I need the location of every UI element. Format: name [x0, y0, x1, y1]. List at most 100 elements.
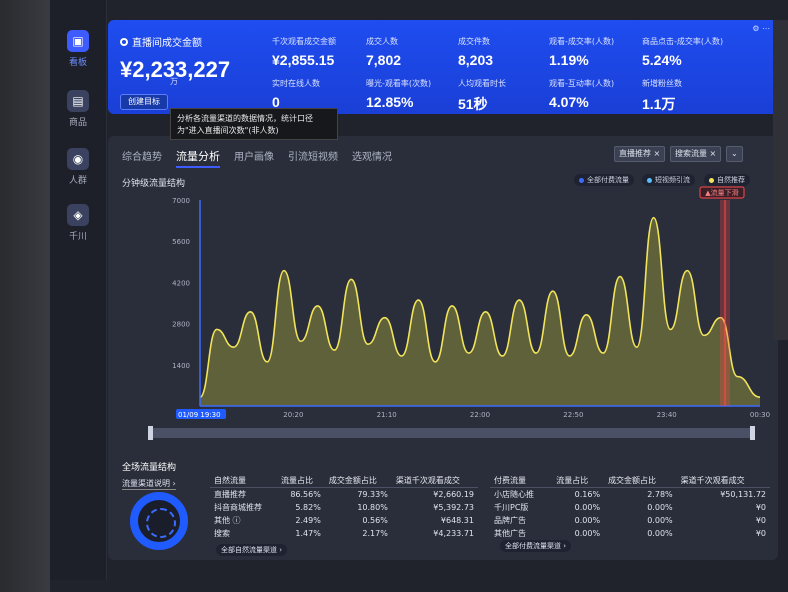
cell: ¥50,131.72: [720, 490, 766, 499]
range-slider-track[interactable]: [150, 428, 754, 438]
cell-channel: 品牌广告: [494, 516, 526, 525]
table-row[interactable]: 其他 ⓘ 2.49% 0.56% ¥648.31: [210, 514, 478, 527]
table-row[interactable]: 品牌广告 0.00% 0.00% ¥0: [490, 514, 770, 527]
main-metric-value: ¥2,233,227: [120, 57, 231, 82]
table-header: 流量占比: [552, 474, 605, 488]
metric-items: 成交件数 8,203: [458, 36, 493, 68]
product-icon: ▤: [67, 90, 89, 112]
metric-value: 12.85%: [366, 94, 414, 110]
legend-label: 全部付费流量: [587, 176, 629, 184]
tooltip: 分析各流量渠道的数据情况，统计口径为"进入直播间次数"(非人数): [170, 108, 338, 140]
y-tick-label: 2800: [172, 321, 190, 329]
metric-interact: 观看-互动率(人数) 4.07%: [549, 78, 614, 110]
all-paid-channels-button[interactable]: 全部付费流量渠道 ›: [500, 540, 572, 552]
table-header: 成交金额占比: [324, 474, 392, 488]
metric-online: 实时在线人数 0: [272, 78, 320, 110]
tab-user-profile[interactable]: 用户画像: [234, 152, 274, 163]
tab-overall-trend[interactable]: 综合趋势: [122, 152, 162, 163]
panel-settings-icons[interactable]: ⚙ ⋯: [752, 24, 770, 33]
filter-dropdown-chevron-icon[interactable]: ⌄: [726, 146, 743, 162]
cell: 79.33%: [357, 490, 388, 499]
metric-label: 实时在线人数: [272, 79, 320, 88]
series-area-fill: [200, 217, 760, 406]
series-line: [199, 216, 761, 398]
flow-channel-link[interactable]: 流量渠道说明 ›: [122, 479, 176, 490]
cell: 0.00%: [574, 529, 601, 538]
legend-item-video[interactable]: 短视频引流: [642, 174, 695, 186]
summary-panel: 直播间成交金额 ¥2,233,227 万 创建目标 千次观看成交金额 ¥2,855…: [108, 20, 778, 114]
sidebar-item-dashboard[interactable]: ▣ 看板: [58, 30, 98, 68]
cell-channel: 其他广告: [494, 529, 526, 538]
cell: 0.00%: [574, 516, 601, 525]
legend-item-natural[interactable]: 自然推荐: [704, 174, 750, 186]
main-metric-unit: 万: [170, 77, 178, 86]
sidebar-item-qianchuan[interactable]: ◈ 千川: [58, 204, 98, 242]
x-tick-label: 00:30: [750, 411, 770, 419]
x-tick-label: 21:10: [377, 411, 397, 419]
main-metric: 直播间成交金额 ¥2,233,227: [120, 34, 230, 83]
chart-title: 分钟级流量结构: [122, 179, 186, 189]
filter-tag-live-recommend[interactable]: 直播推荐 ×: [614, 146, 666, 162]
sidebar-item-product[interactable]: ▤ 商品: [58, 90, 98, 128]
y-tick-label: 1400: [172, 362, 190, 370]
metric-new-fans: 新增粉丝数 1.1万: [642, 78, 682, 114]
table-row[interactable]: 千川PC版 0.00% 0.00% ¥0: [490, 501, 770, 514]
metric-value: ¥2,855.15: [272, 52, 335, 68]
cell: ¥0: [755, 503, 766, 512]
x-tick-label: 22:00: [470, 411, 490, 419]
tab-traffic-analysis[interactable]: 流量分析: [176, 148, 220, 168]
table-row[interactable]: 小店随心推 0.16% 2.78% ¥50,131.72: [490, 488, 770, 502]
table-row[interactable]: 抖音商城推荐 5.82% 10.80% ¥5,392.73: [210, 501, 478, 514]
y-tick-label: 7000: [172, 197, 190, 205]
sidebar-item-label: 商品: [68, 118, 87, 128]
cell: 5.82%: [295, 503, 321, 512]
cell: 0.00%: [647, 529, 673, 538]
sidebar-item-people[interactable]: ◉ 人群: [58, 148, 98, 186]
metric-value: 5.24%: [642, 52, 682, 68]
x-tick-label: 20:20: [283, 411, 303, 419]
table-row[interactable]: 搜索 1.47% 2.17% ¥4,233.71: [210, 527, 478, 540]
metric-view-conv: 观看-成交率(人数) 1.19%: [549, 36, 614, 68]
metric-exposure: 曝光-观看率(次数) 12.85%: [366, 78, 431, 110]
adjacent-window-edge: [773, 20, 788, 340]
cell-channel: 抖音商城推荐: [214, 503, 262, 512]
filter-tag-search[interactable]: 搜索流量 ×: [670, 146, 722, 162]
screen: ▣ 看板 ▤ 商品 ◉ 人群 ◈ 千川 直播间成交金额 ¥2,233,227 万…: [50, 0, 788, 592]
dashboard-icon: ▣: [67, 30, 89, 52]
table-row[interactable]: 直播推荐 86.56% 79.33% ¥2,660.19: [210, 488, 478, 502]
cell: 0.00%: [574, 503, 601, 512]
metric-value: 7,802: [366, 52, 402, 68]
metric-label: 商品点击-成交率(人数): [642, 37, 724, 46]
y-tick-label: 5600: [172, 238, 190, 246]
traffic-ring-chart: [130, 492, 188, 550]
main-metric-label: 直播间成交金额: [120, 34, 230, 49]
sidebar: ▣ 看板 ▤ 商品 ◉ 人群 ◈ 千川: [50, 0, 107, 580]
table-header: 自然流量: [210, 474, 277, 488]
range-slider-handle-left[interactable]: [148, 426, 153, 440]
range-slider-handle-right[interactable]: [750, 426, 755, 440]
cell: 0.00%: [647, 516, 673, 525]
traffic-drop-label: ▲流量下滑: [705, 188, 738, 197]
monitor-bezel: [0, 0, 50, 592]
cell: 2.17%: [362, 529, 388, 538]
all-natural-channels-button[interactable]: 全部自然流量渠道 ›: [216, 544, 288, 556]
tab-selection[interactable]: 选观情况: [352, 152, 392, 163]
table-row[interactable]: 其他广告 0.00% 0.00% ¥0: [490, 527, 770, 540]
metric-label: 千次观看成交金额: [272, 37, 336, 46]
tab-short-video[interactable]: 引流短视频: [288, 152, 338, 163]
cell-channel: 小店随心推: [494, 490, 534, 499]
metric-label: 观看-互动率(人数): [549, 79, 615, 88]
metric-value: 4.07%: [549, 94, 589, 110]
metric-label: 成交人数: [366, 37, 398, 46]
cell: ¥0: [755, 516, 766, 525]
cell: ¥0: [755, 529, 766, 538]
cell: 10.80%: [357, 503, 388, 512]
x-tick-label: 01/09 19:30: [178, 411, 221, 419]
people-icon: ◉: [67, 148, 89, 170]
natural-traffic-table: 自然流量 流量占比 成交金额占比 渠道千次观看成交 直播推荐 86.56% 79.3…: [210, 474, 478, 540]
legend-item-paid[interactable]: 全部付费流量: [574, 174, 634, 186]
metric-label: 新增粉丝数: [642, 79, 682, 88]
metric-value: 1.1万: [642, 96, 676, 112]
metric-buyers: 成交人数 7,802: [366, 36, 401, 68]
create-target-button[interactable]: 创建目标: [120, 94, 168, 110]
